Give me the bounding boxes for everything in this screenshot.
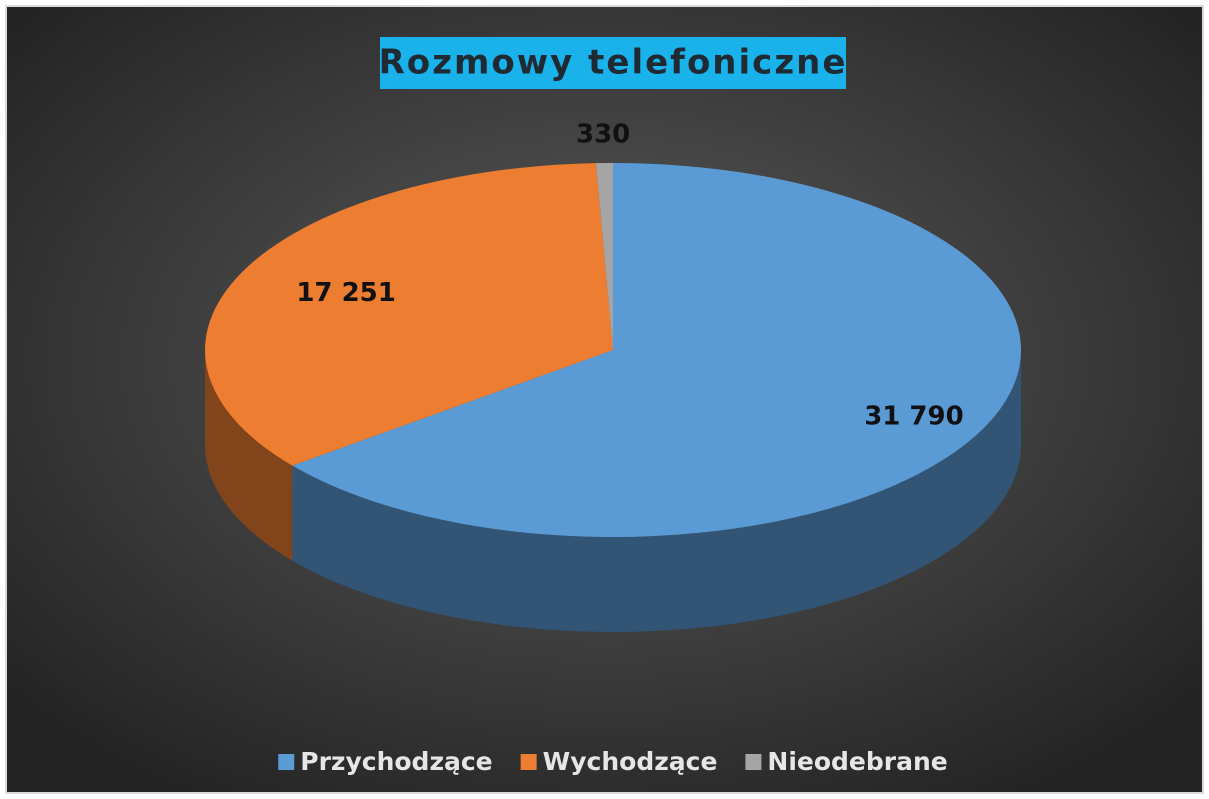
- data-label: 330: [576, 119, 630, 149]
- legend-label: Nieodebrane: [767, 747, 947, 776]
- chart-title: Rozmowy telefoniczne: [379, 43, 848, 83]
- legend-label: Wychodzące: [543, 747, 718, 776]
- slice: [595, 163, 613, 350]
- legend-swatch: [520, 754, 537, 770]
- slice-side: [205, 350, 293, 561]
- data-label: 17 251: [296, 278, 396, 308]
- legend-label: Przychodzące: [300, 747, 492, 776]
- slice-side: [292, 350, 1021, 633]
- title-box: [380, 37, 846, 89]
- data-label: 31 790: [864, 401, 964, 431]
- slice: [205, 163, 613, 466]
- legend-swatch: [278, 754, 295, 770]
- slice: [292, 163, 1022, 537]
- legend-swatch: [745, 754, 762, 770]
